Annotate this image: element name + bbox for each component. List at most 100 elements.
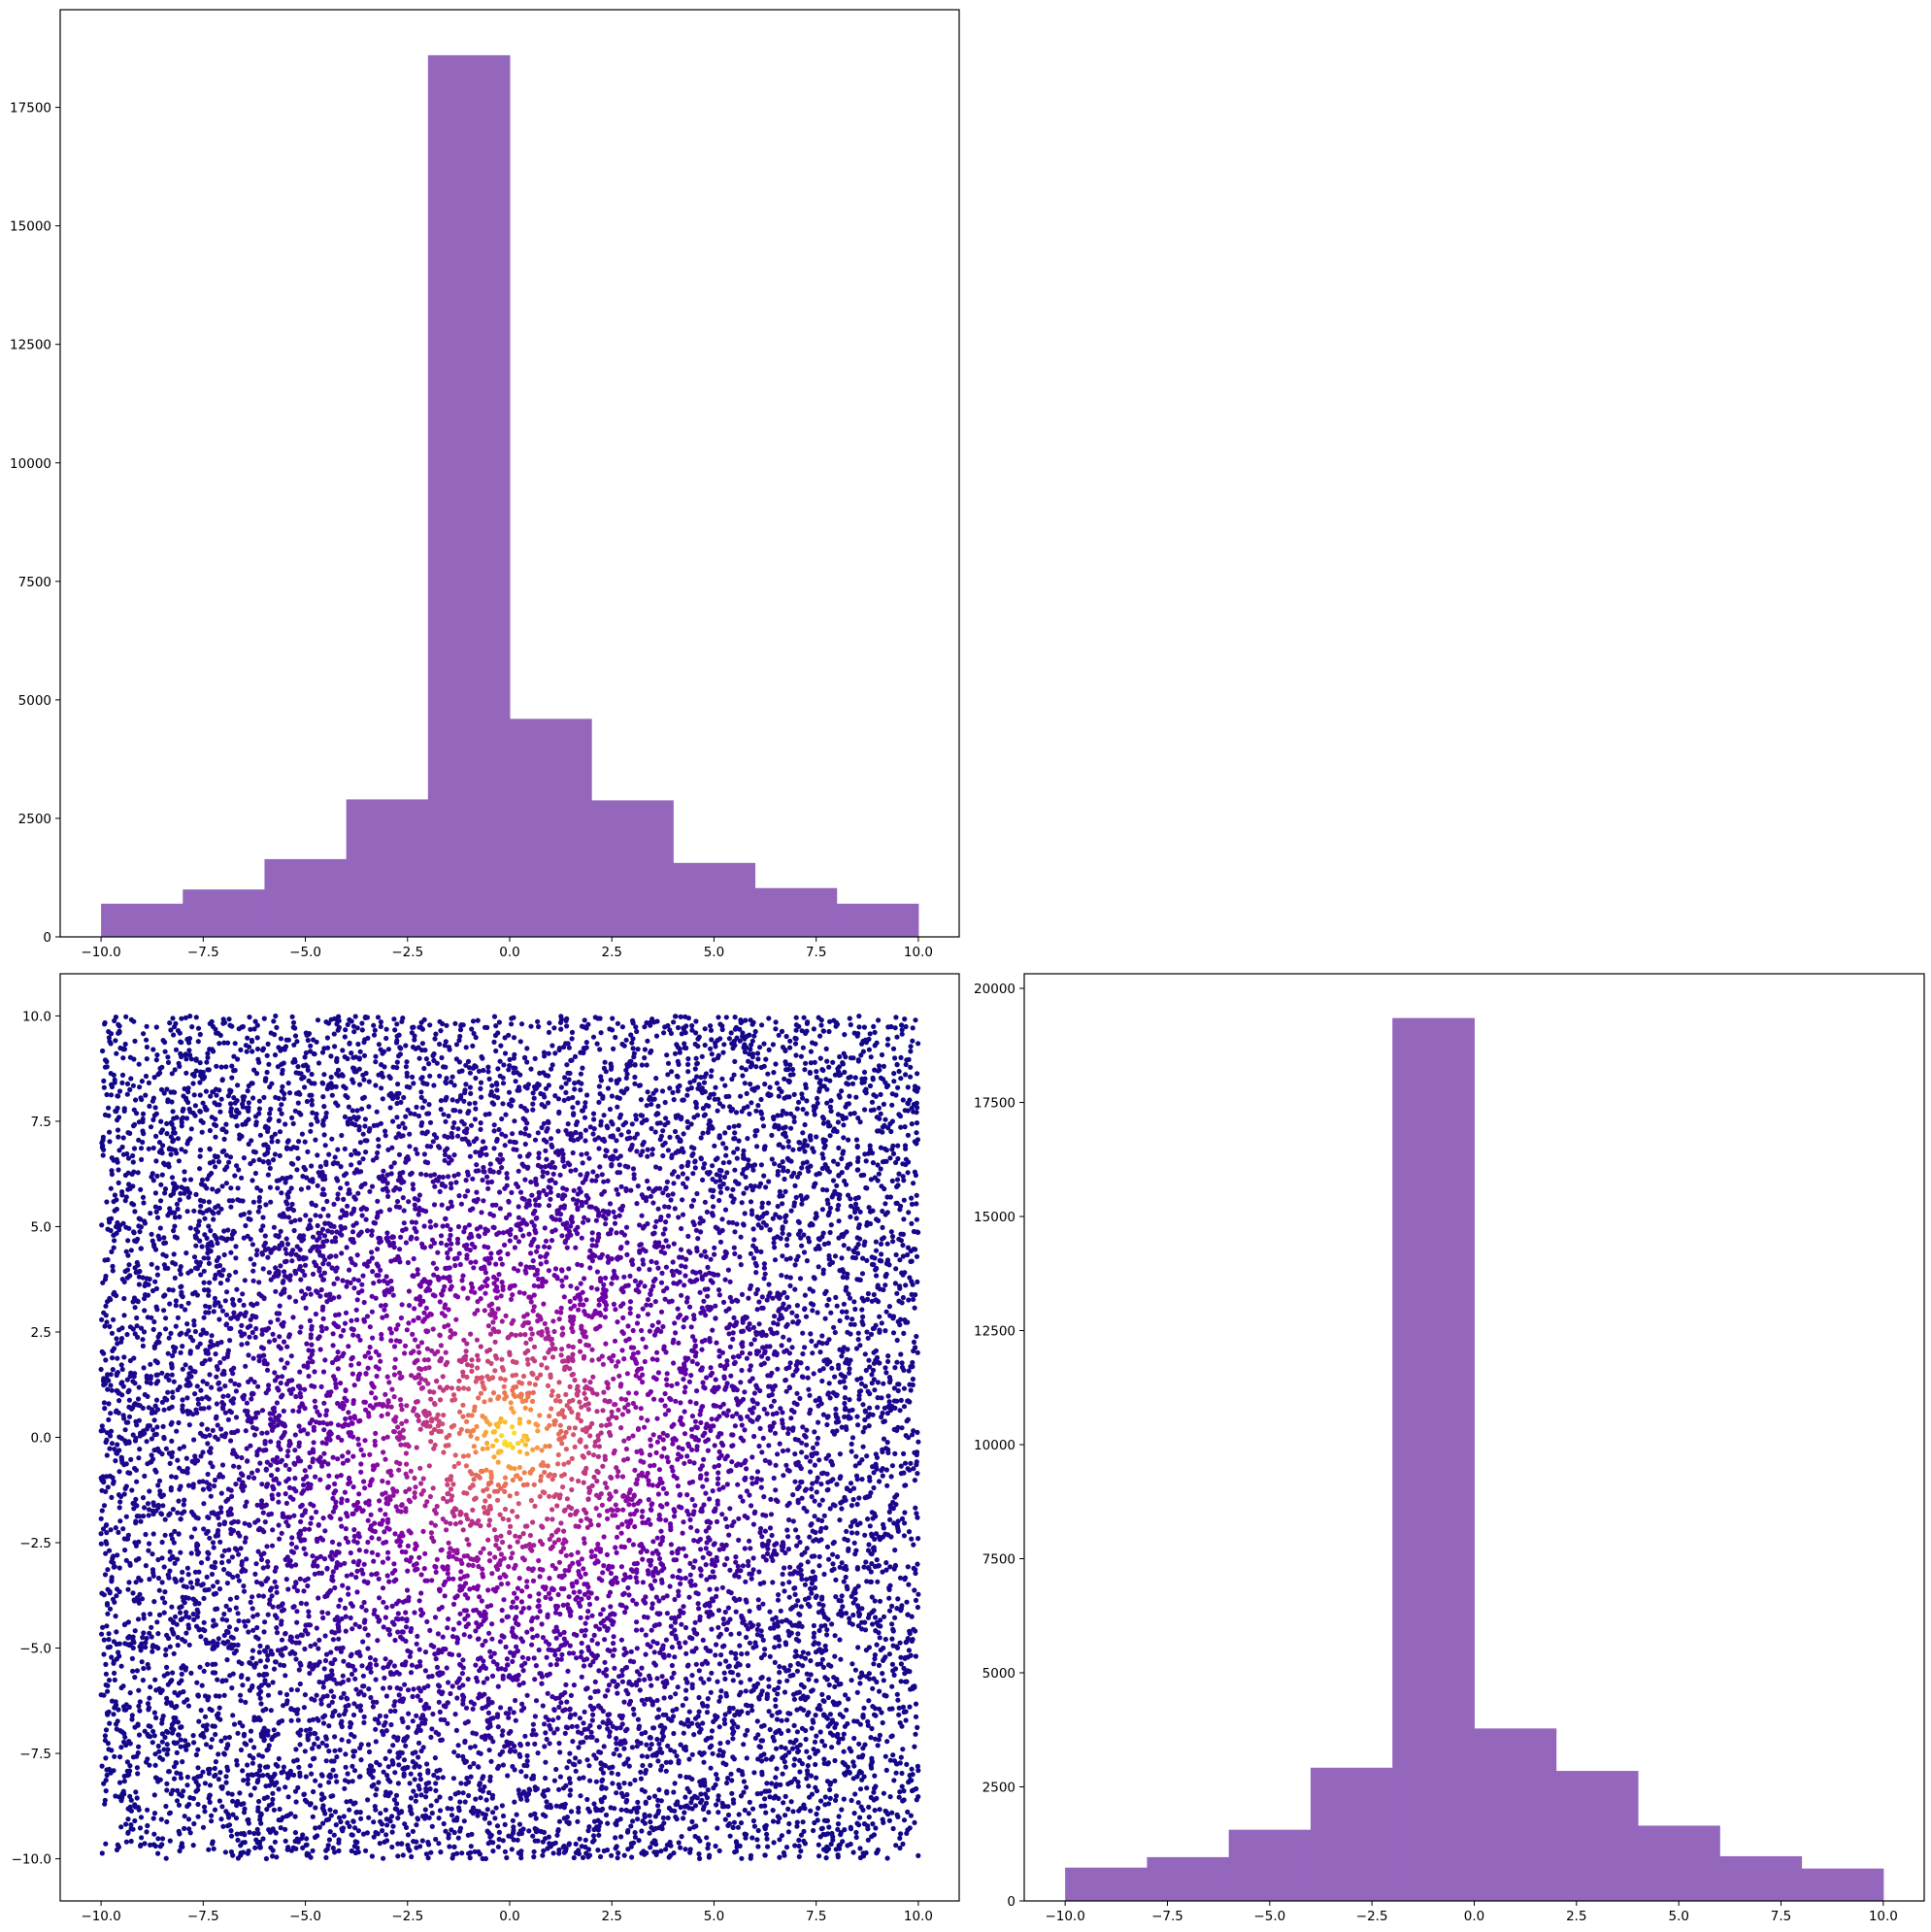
scatter-point — [271, 1018, 277, 1024]
scatter-point — [897, 1207, 903, 1213]
scatter-point — [742, 1049, 749, 1055]
scatter-point — [253, 1122, 259, 1128]
scatter-point — [882, 1753, 888, 1759]
scatter-point — [883, 1767, 889, 1773]
scatter-point — [833, 1797, 839, 1803]
scatter-point — [694, 1061, 700, 1067]
scatter-point — [256, 1767, 263, 1774]
scatter-point — [643, 1799, 649, 1805]
scatter-point — [107, 1720, 113, 1726]
scatter-point — [803, 1060, 809, 1066]
scatter-point — [271, 1727, 277, 1733]
scatter-point — [770, 1818, 777, 1824]
scatter-point — [146, 1080, 151, 1085]
scatter-point — [679, 1834, 684, 1840]
scatter-point — [98, 1516, 104, 1521]
scatter-point — [863, 1367, 869, 1374]
scatter-point — [863, 1158, 869, 1164]
scatter-point — [697, 1779, 703, 1784]
scatter-point — [830, 1128, 837, 1134]
scatter-point — [873, 1628, 879, 1634]
scatter-point — [869, 1298, 875, 1304]
scatter-point — [839, 1560, 845, 1566]
scatter-point — [183, 1584, 189, 1590]
scatter-point — [104, 1541, 110, 1547]
scatter-point — [145, 1822, 150, 1829]
scatter-point — [905, 1101, 912, 1107]
scatter-point — [373, 1792, 379, 1798]
scatter-point — [832, 1653, 838, 1659]
scatter-point — [484, 1828, 490, 1834]
scatter-point — [410, 1828, 416, 1834]
scatter-point — [166, 1335, 172, 1341]
scatter-point — [184, 1209, 190, 1215]
scatter-point — [149, 1261, 154, 1267]
scatter-point — [820, 1120, 827, 1126]
scatter-point — [578, 1071, 584, 1077]
scatter-point — [719, 1026, 725, 1033]
scatter-point — [790, 1809, 796, 1815]
scatter-point — [675, 1088, 682, 1094]
scatter-point — [614, 1790, 619, 1796]
scatter-point — [281, 1764, 286, 1770]
scatter-point — [142, 1505, 148, 1511]
scatter-point — [738, 1093, 744, 1099]
scatter-point — [911, 1542, 916, 1548]
scatter-point — [151, 1710, 157, 1715]
scatter-point — [245, 1762, 250, 1768]
scatter-point — [205, 1176, 211, 1182]
scatter-point — [875, 1405, 881, 1411]
scatter-point — [728, 1108, 734, 1114]
scatter-point — [882, 1116, 888, 1122]
scatter-point — [231, 1721, 238, 1727]
scatter-point — [142, 1841, 148, 1847]
scatter-point — [895, 1596, 901, 1602]
scatter-point — [613, 1835, 618, 1841]
scatter-point — [764, 1836, 770, 1842]
scatter-point — [850, 1776, 856, 1782]
scatter-point — [332, 1809, 339, 1815]
scatter-point — [147, 1577, 152, 1582]
scatter-point — [913, 1017, 918, 1023]
scatter-point — [546, 1029, 552, 1035]
scatter-point — [277, 1806, 283, 1813]
scatter-point — [113, 1458, 118, 1464]
scatter-point — [423, 1794, 429, 1800]
scatter-point — [197, 1147, 204, 1153]
scatter-point — [120, 1683, 126, 1689]
scatter-point — [848, 1021, 853, 1028]
scatter-point — [171, 1251, 177, 1257]
scatter-point — [275, 1731, 281, 1737]
scatter-point — [796, 1147, 803, 1152]
scatter-point — [138, 1518, 144, 1524]
scatter-point — [456, 1069, 462, 1075]
scatter-point — [106, 1709, 112, 1715]
scatter-point — [318, 1791, 325, 1797]
scatter-point — [892, 1450, 898, 1456]
scatter-point — [116, 1707, 121, 1713]
scatter-point — [619, 1024, 626, 1030]
scatter-point — [113, 1038, 118, 1044]
scatter-point — [326, 1837, 332, 1843]
scatter-point — [886, 1651, 893, 1657]
scatter-point — [708, 1074, 715, 1080]
scatter-point — [791, 1696, 798, 1702]
scatter-point — [632, 1074, 638, 1081]
scatter-point — [784, 1678, 790, 1683]
scatter-point — [123, 1461, 129, 1467]
scatter-point — [127, 1130, 133, 1136]
scatter-point — [843, 1574, 849, 1581]
scatter-point — [651, 1849, 657, 1855]
scatter-point — [723, 1146, 729, 1151]
scatter-point — [437, 1808, 444, 1814]
scatter-point — [748, 1064, 753, 1070]
scatter-point — [776, 1032, 782, 1038]
scatter-point — [501, 1062, 507, 1068]
scatter-point — [697, 1749, 703, 1755]
scatter-point — [107, 1446, 113, 1451]
scatter-point — [283, 1826, 288, 1832]
scatter-point — [877, 1732, 883, 1738]
scatter-point — [582, 1017, 587, 1023]
scatter-point — [102, 1277, 109, 1282]
scatter-point — [782, 1689, 788, 1695]
